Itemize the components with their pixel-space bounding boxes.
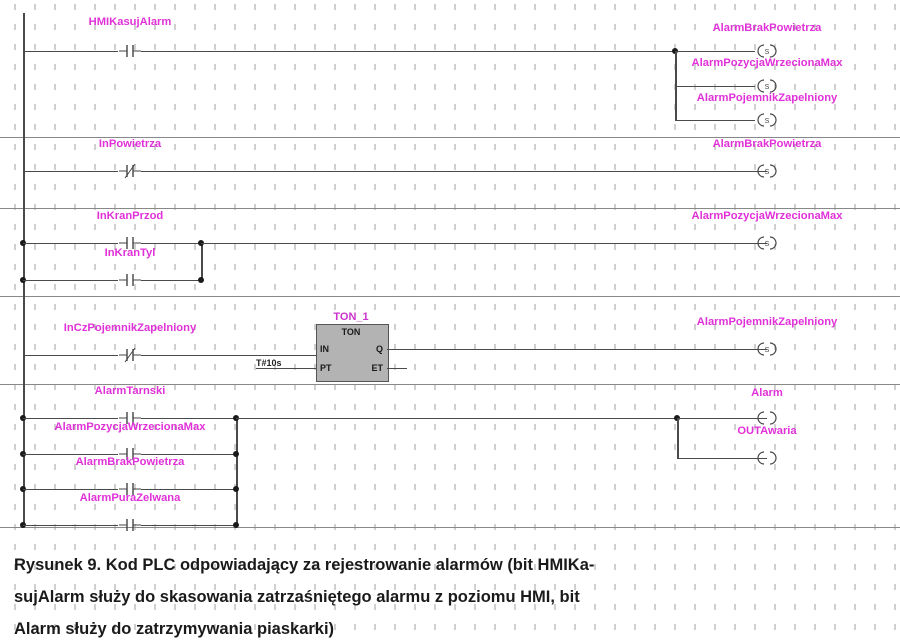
svg-text:S: S	[765, 84, 770, 91]
svg-text:S: S	[765, 118, 770, 125]
svg-text:S: S	[765, 49, 770, 56]
svg-text:S: S	[765, 241, 770, 248]
svg-text:S: S	[765, 169, 770, 176]
svg-text:S: S	[765, 347, 770, 354]
